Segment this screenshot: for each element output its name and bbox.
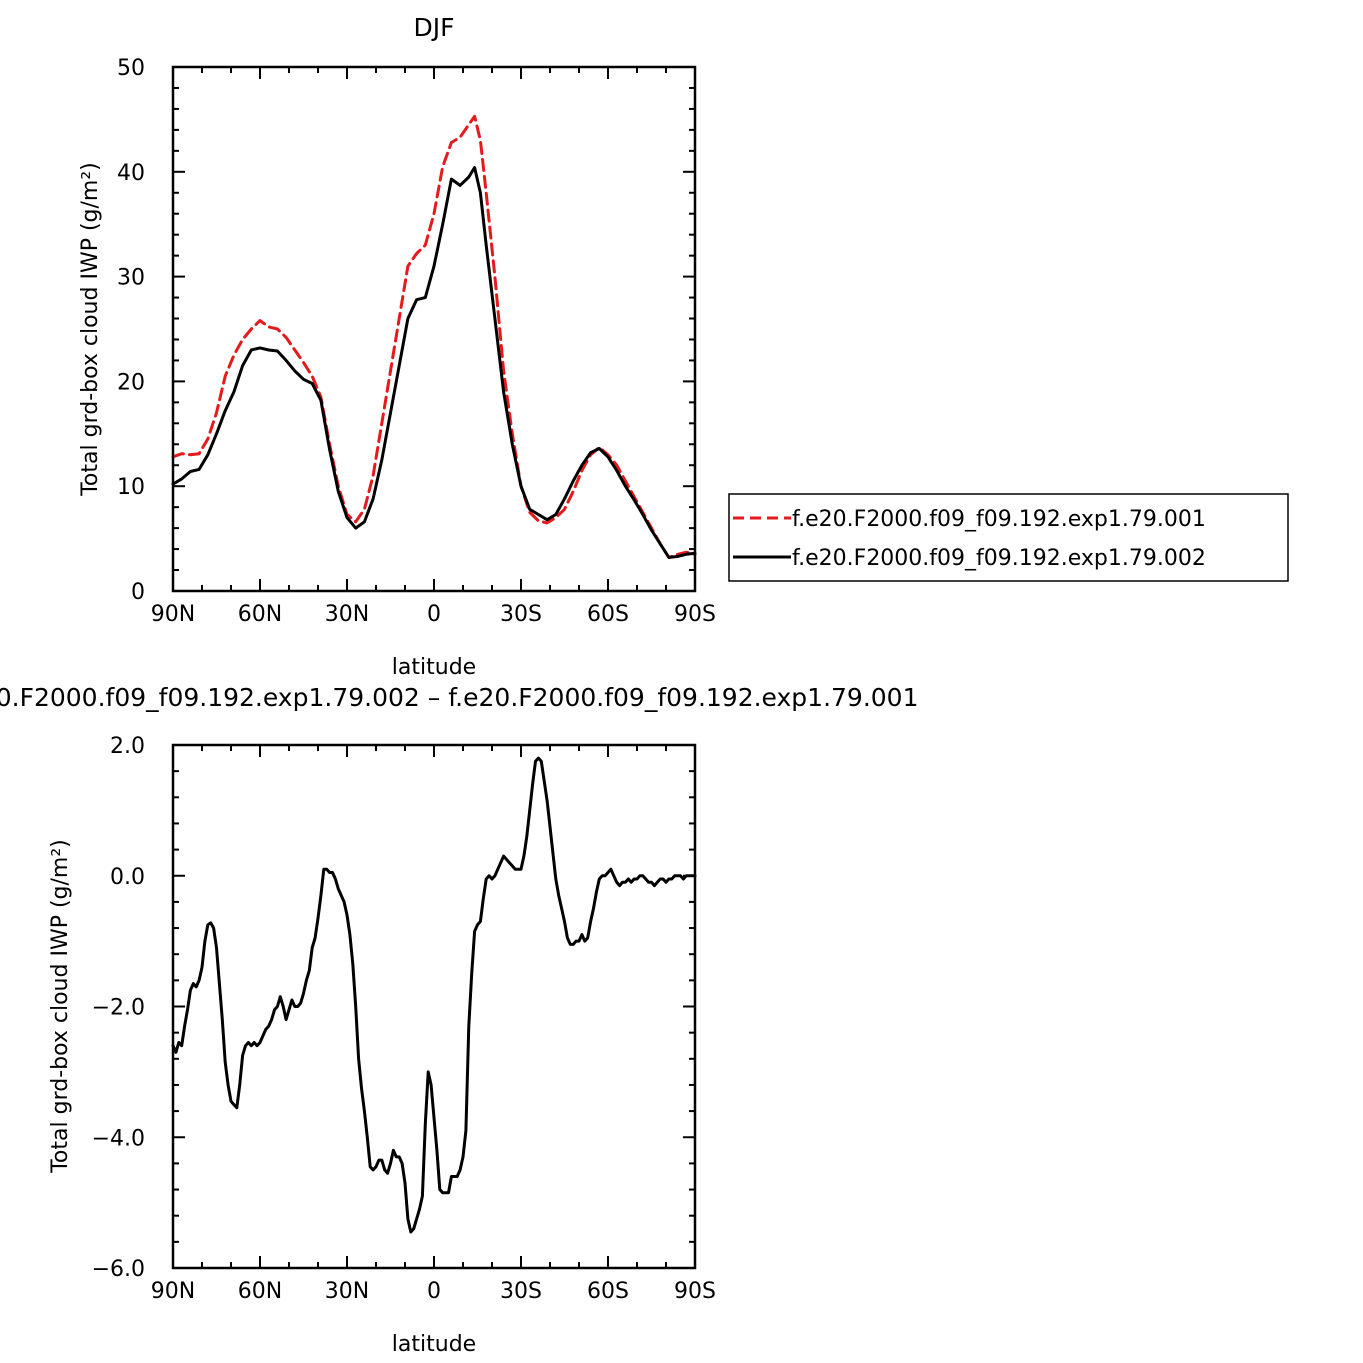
bottom-y-tick-label: 0.0 bbox=[110, 865, 145, 890]
bottom-y-axis-label: Total grd-box cloud IWP (g/m²) bbox=[48, 839, 73, 1174]
panel-bottom: f.e20.F2000.f09_f09.192.exp1.79.002 – f.… bbox=[0, 683, 918, 1357]
legend-label-series-2: f.e20.F2000.f09_f09.192.exp1.79.002 bbox=[792, 546, 1206, 571]
legend-label-series-1: f.e20.F2000.f09_f09.192.exp1.79.001 bbox=[792, 507, 1206, 532]
top-y-tick-label: 0 bbox=[131, 580, 145, 605]
bottom-y-tick-label: −2.0 bbox=[92, 996, 145, 1021]
bottom-x-tick-label: 30S bbox=[500, 1279, 542, 1304]
top-x-tick-label: 60S bbox=[587, 602, 629, 627]
bottom-y-tick-label: 2.0 bbox=[110, 734, 145, 759]
top-y-tick-label: 20 bbox=[117, 370, 145, 395]
top-x-tick-label: 0 bbox=[427, 602, 441, 627]
panel-top: DJF 90N 60N 30N 0 30S 60S 90S 0 10 20 30 40 50 latit… bbox=[78, 13, 716, 680]
bottom-series-line-1 bbox=[171, 756, 697, 1234]
bottom-x-axis-label: latitude bbox=[392, 1332, 476, 1357]
top-series-line-2 bbox=[171, 166, 697, 559]
top-y-axis-label: Total grd-box cloud IWP (g/m²) bbox=[78, 162, 103, 497]
top-series-group bbox=[171, 114, 697, 559]
bottom-x-tick-label: 0 bbox=[427, 1279, 441, 1304]
bottom-x-tick-label: 90S bbox=[674, 1279, 716, 1304]
bottom-x-tick-label: 30N bbox=[325, 1279, 369, 1304]
top-series-line-1 bbox=[171, 114, 697, 559]
top-y-tick-label: 30 bbox=[117, 266, 145, 291]
bottom-y-tick-label: −4.0 bbox=[92, 1126, 145, 1151]
top-x-tick-label: 60N bbox=[238, 602, 282, 627]
top-x-axis-label: latitude bbox=[392, 655, 476, 680]
bottom-chart-title: f.e20.F2000.f09_f09.192.exp1.79.002 – f.… bbox=[0, 683, 918, 712]
bottom-x-tick-label: 60N bbox=[238, 1279, 282, 1304]
top-ticks-group: 90N 60N 30N 0 30S 60S 90S 0 10 20 30 40 50 bbox=[117, 56, 716, 627]
top-chart-title: DJF bbox=[413, 13, 454, 42]
top-x-tick-label: 90S bbox=[674, 602, 716, 627]
legend: f.e20.F2000.f09_f09.192.exp1.79.001 f.e2… bbox=[728, 493, 1289, 582]
legend-box bbox=[728, 493, 1289, 582]
top-x-tick-label: 90N bbox=[151, 602, 195, 627]
bottom-x-tick-label: 90N bbox=[151, 1279, 195, 1304]
top-x-tick-label: 30S bbox=[500, 602, 542, 627]
bottom-x-tick-label: 60S bbox=[587, 1279, 629, 1304]
top-x-tick-label: 30N bbox=[325, 602, 369, 627]
bottom-series-group bbox=[171, 756, 697, 1234]
bottom-y-tick-label: −6.0 bbox=[92, 1257, 145, 1282]
bottom-plot-frame bbox=[171, 743, 697, 1270]
top-y-tick-label: 40 bbox=[117, 161, 145, 186]
bottom-ticks-group: 90N 60N 30N 0 30S 60S 90S −6.0 −4.0 −2.0 0.0 2.0 bbox=[92, 734, 716, 1304]
top-y-tick-label: 10 bbox=[117, 475, 145, 500]
top-y-tick-label: 50 bbox=[117, 56, 145, 81]
